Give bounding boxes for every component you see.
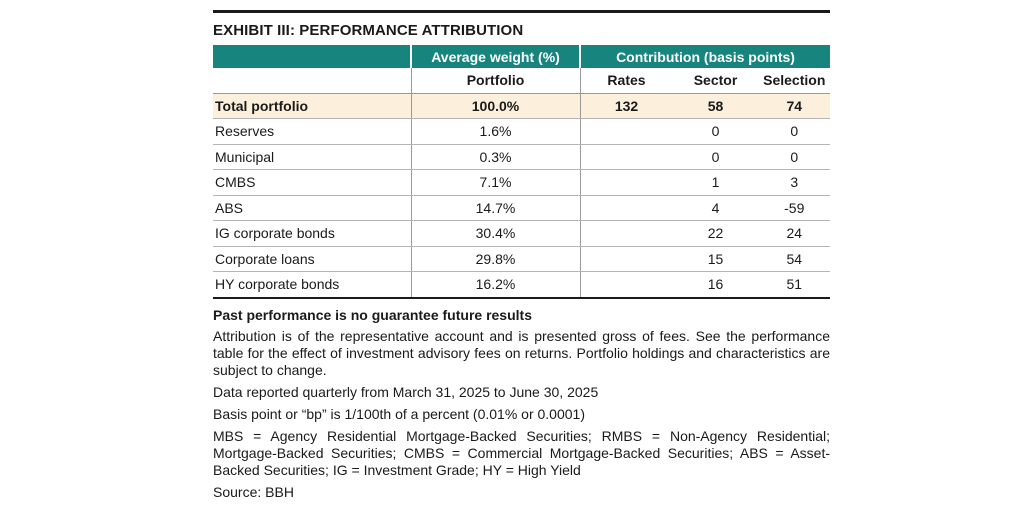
header-average-weight: Average weight (%) <box>410 45 580 68</box>
row-label: CMBS <box>213 169 411 196</box>
header-row-columns: Portfolio Rates Sector Selection <box>213 68 830 94</box>
header-contribution: Contribution (basis points) <box>579 45 830 68</box>
cell-sector: 4 <box>672 195 759 221</box>
header-blank-2 <box>213 68 411 94</box>
disclaimer-heading: Past performance is no guarantee future … <box>213 306 532 323</box>
basis-point-note: Basis point or “bp” is 1/100th of a perc… <box>213 405 585 422</box>
cell-weight: 100.0% <box>410 93 580 119</box>
cell-rates <box>579 246 673 272</box>
row-label: Total portfolio <box>213 93 411 119</box>
cell-sector: 0 <box>672 144 759 170</box>
row-label: Municipal <box>213 144 411 170</box>
exhibit-title: EXHIBIT III: PERFORMANCE ATTRIBUTION <box>213 22 524 39</box>
cell-selection: 54 <box>758 246 830 272</box>
header-rates: Rates <box>579 68 673 94</box>
source-note: Source: BBH <box>213 483 294 500</box>
row-label: HY corporate bonds <box>213 271 411 299</box>
cell-weight: 0.3% <box>410 144 580 170</box>
cell-rates <box>579 118 673 145</box>
cell-sector: 16 <box>672 271 759 299</box>
cell-rates <box>579 169 673 196</box>
cell-selection: 51 <box>758 271 830 299</box>
header-selection: Selection <box>758 68 830 94</box>
cell-rates <box>579 144 673 170</box>
row-label: ABS <box>213 195 411 221</box>
table-row: CMBS 7.1% 1 3 <box>213 169 830 196</box>
cell-rates: 132 <box>579 93 673 119</box>
cell-selection: 74 <box>758 93 830 119</box>
table-row: HY corporate bonds 16.2% 16 51 <box>213 271 830 299</box>
cell-sector: 58 <box>672 93 759 119</box>
table-row: Reserves 1.6% 0 0 <box>213 118 830 145</box>
cell-sector: 15 <box>672 246 759 272</box>
abbreviations-note: MBS = Agency Residential Mortgage-Backed… <box>213 427 830 478</box>
cell-rates <box>579 220 673 247</box>
cell-weight: 30.4% <box>410 220 580 247</box>
cell-selection: 0 <box>758 144 830 170</box>
cell-weight: 14.7% <box>410 195 580 221</box>
cell-rates <box>579 195 673 221</box>
cell-weight: 16.2% <box>410 271 580 299</box>
cell-selection: 0 <box>758 118 830 145</box>
attribution-note: Attribution is of the representative acc… <box>213 327 830 378</box>
table-row: ABS 14.7% 4 -59 <box>213 195 830 221</box>
total-portfolio-row: Total portfolio 100.0% 132 58 74 <box>213 93 830 119</box>
table-row: Corporate loans 29.8% 15 54 <box>213 246 830 272</box>
cell-selection: 3 <box>758 169 830 196</box>
row-label: IG corporate bonds <box>213 220 411 247</box>
cell-selection: 24 <box>758 220 830 247</box>
cell-selection: -59 <box>758 195 830 221</box>
cell-rates <box>579 271 673 299</box>
performance-attribution-exhibit: EXHIBIT III: PERFORMANCE ATTRIBUTION Ave… <box>213 10 830 506</box>
top-rule <box>213 10 830 13</box>
cell-weight: 1.6% <box>410 118 580 145</box>
header-row-groups: Average weight (%) Contribution (basis p… <box>213 45 830 68</box>
row-label: Reserves <box>213 118 411 145</box>
cell-weight: 29.8% <box>410 246 580 272</box>
cell-sector: 22 <box>672 220 759 247</box>
footnotes: Past performance is no guarantee future … <box>213 307 830 501</box>
cell-sector: 1 <box>672 169 759 196</box>
header-sector: Sector <box>672 68 759 94</box>
attribution-table: Average weight (%) Contribution (basis p… <box>213 45 830 299</box>
header-portfolio: Portfolio <box>410 68 580 94</box>
period-note: Data reported quarterly from March 31, 2… <box>213 383 599 400</box>
cell-sector: 0 <box>672 118 759 145</box>
row-label: Corporate loans <box>213 246 411 272</box>
table-row: IG corporate bonds 30.4% 22 24 <box>213 220 830 247</box>
header-blank <box>213 45 411 68</box>
cell-weight: 7.1% <box>410 169 580 196</box>
table-row: Municipal 0.3% 0 0 <box>213 144 830 170</box>
